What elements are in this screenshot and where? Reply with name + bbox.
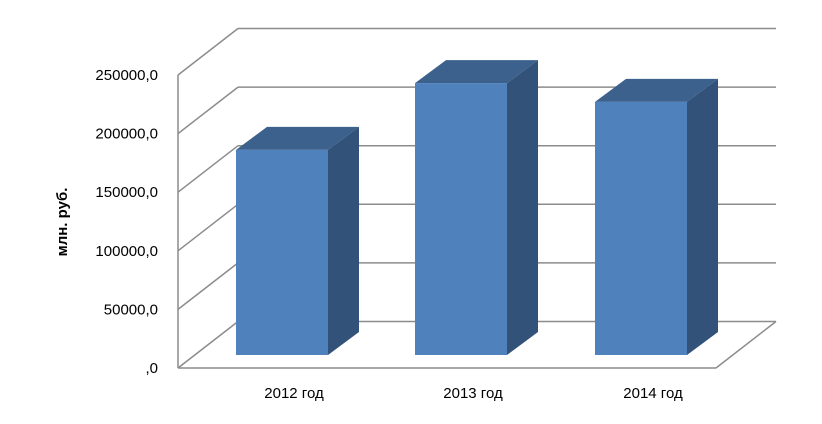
side-wall-gridline xyxy=(177,145,239,193)
side-wall-gridline xyxy=(177,262,239,310)
x-tick-label: 2013 год xyxy=(443,385,503,402)
side-wall-gridline xyxy=(177,320,239,369)
x-tick-labels: 2012 год 2013 год 2014 год xyxy=(264,385,683,402)
y-tick-label: 150000,0 xyxy=(95,184,158,201)
bar-top xyxy=(236,126,359,150)
y-tick-label: 100000,0 xyxy=(95,243,158,260)
y-tick-label: 200000,0 xyxy=(95,126,158,143)
y-tick-label: 50000,0 xyxy=(104,301,158,318)
y-tick-label: 250000,0 xyxy=(95,67,158,84)
side-wall-gridline xyxy=(177,86,239,135)
y-tick-label: ,0 xyxy=(145,360,158,377)
floor-right-edge xyxy=(715,320,777,369)
y-tick-labels: ,0 50000,0 100000,0 150000,0 200000,0 250000,… xyxy=(95,67,158,377)
bar-side xyxy=(687,78,718,356)
side-wall-gridline xyxy=(177,203,239,252)
bar-top xyxy=(415,60,538,84)
bar-side xyxy=(328,126,359,356)
y-axis-label: млн. руб. xyxy=(54,188,71,257)
bar-top xyxy=(595,78,718,102)
bar xyxy=(415,83,507,355)
x-tick-label: 2014 год xyxy=(623,385,683,402)
side-wall-gridline xyxy=(177,27,239,76)
bar xyxy=(595,101,687,356)
bar xyxy=(236,149,328,355)
x-tick-label: 2012 год xyxy=(264,385,324,402)
bars xyxy=(236,60,718,356)
bar-side xyxy=(507,60,538,355)
